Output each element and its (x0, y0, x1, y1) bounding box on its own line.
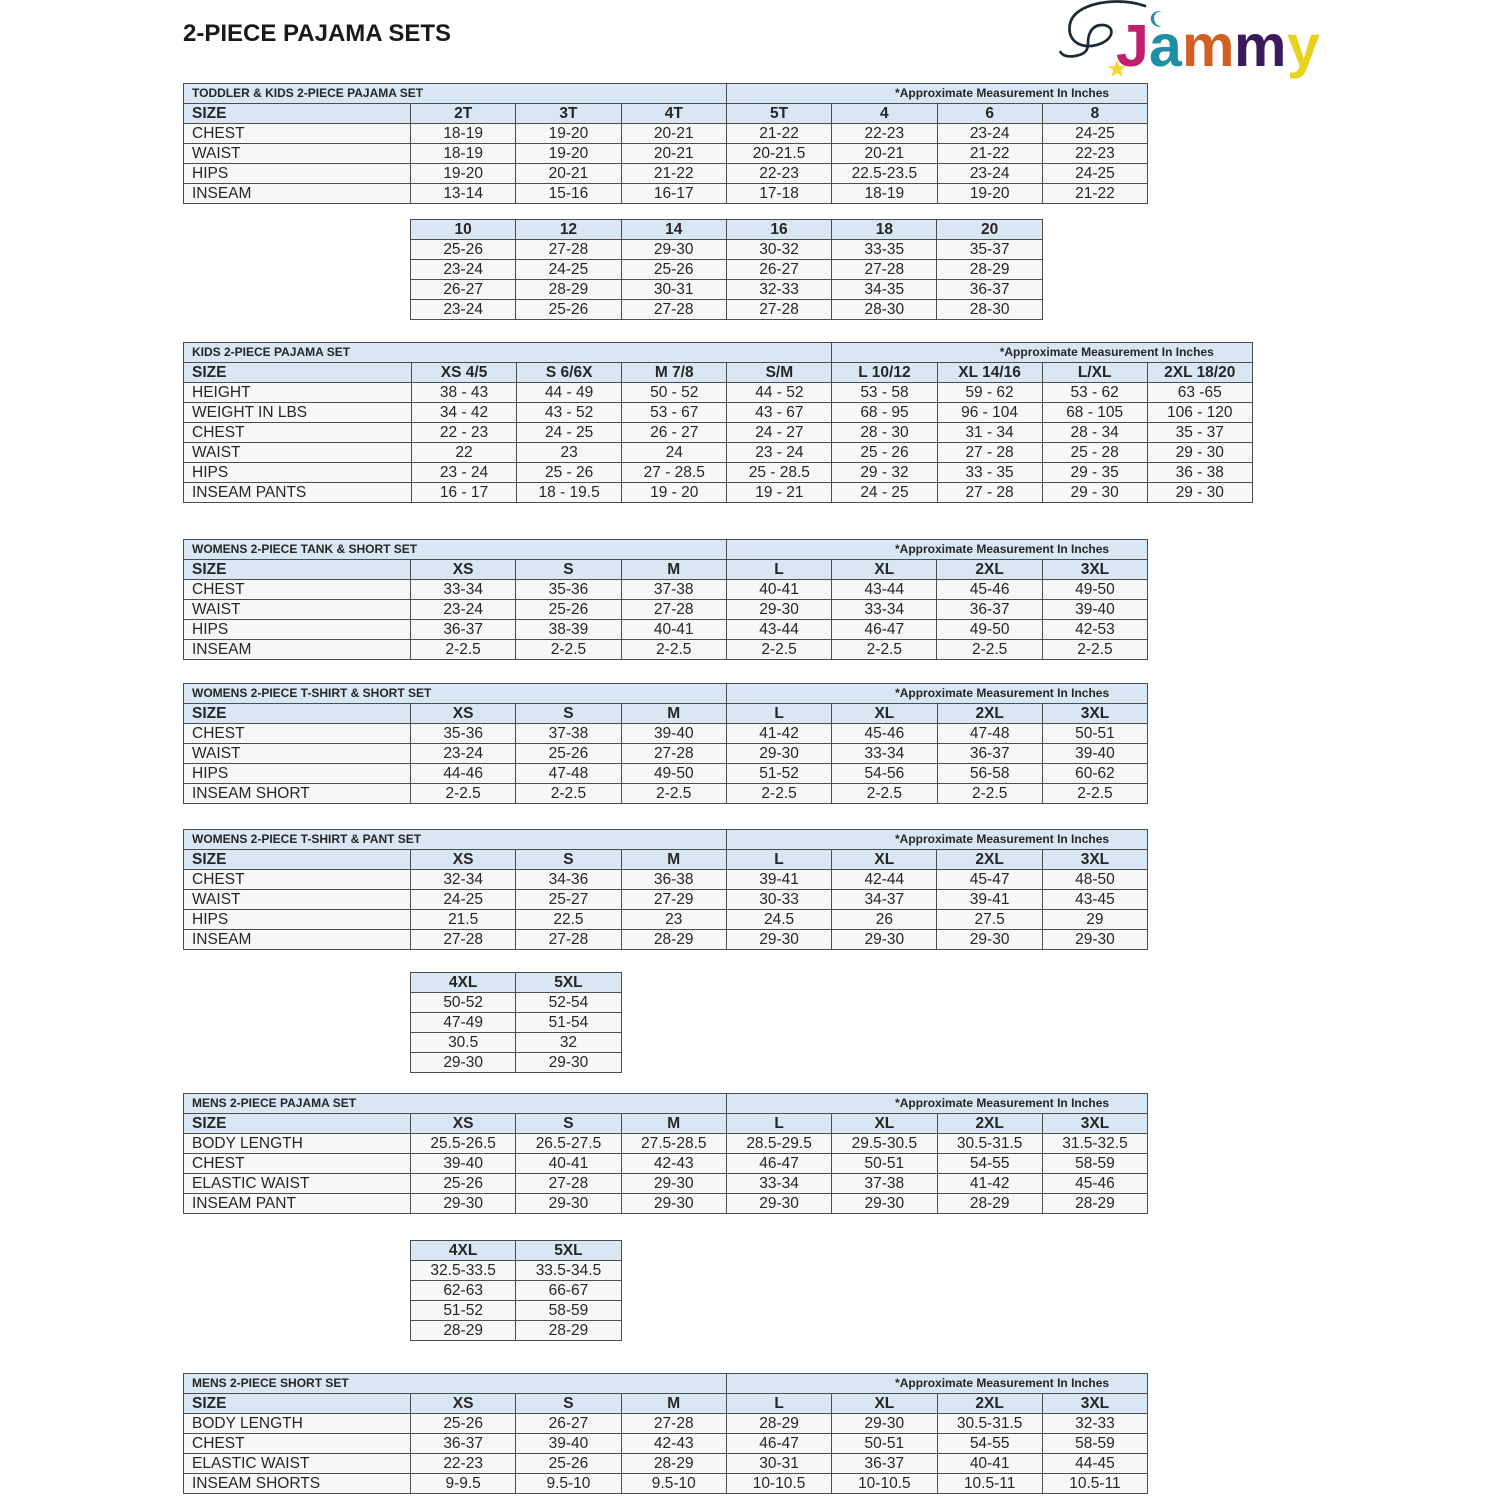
svg-text:m: m (1234, 13, 1286, 79)
svg-text:y: y (1287, 13, 1320, 79)
svg-text:a: a (1149, 13, 1183, 79)
svg-text:m: m (1182, 13, 1234, 79)
svg-text:J: J (1116, 13, 1149, 79)
